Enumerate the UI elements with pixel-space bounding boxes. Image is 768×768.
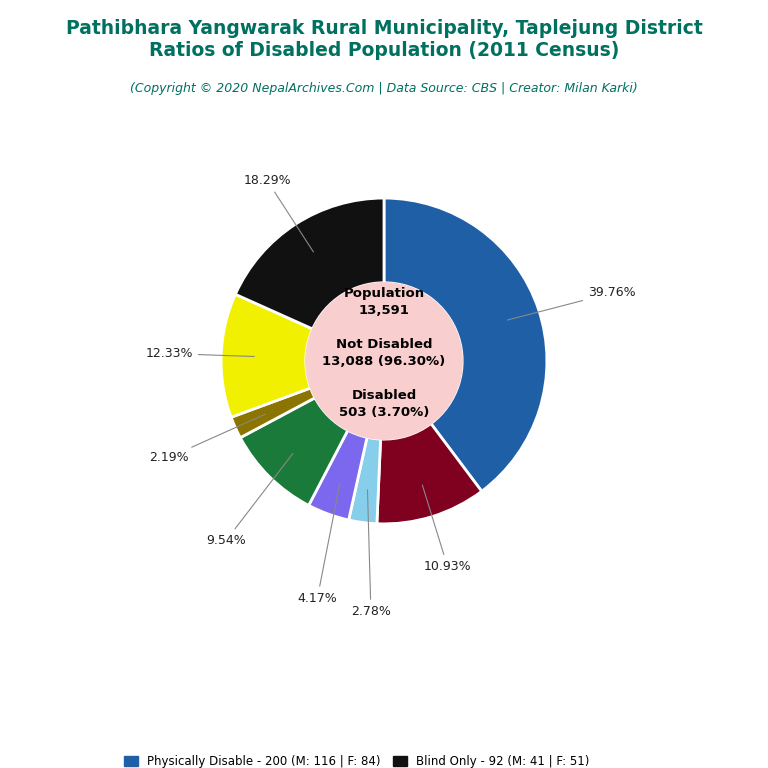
Text: Population
13,591

Not Disabled
13,088 (96.30%)

Disabled
503 (3.70%): Population 13,591 Not Disabled 13,088 (9… bbox=[323, 286, 445, 419]
Text: 12.33%: 12.33% bbox=[145, 347, 254, 360]
Text: 4.17%: 4.17% bbox=[297, 483, 340, 604]
Text: Pathibhara Yangwarak Rural Municipality, Taplejung District
Ratios of Disabled P: Pathibhara Yangwarak Rural Municipality,… bbox=[65, 19, 703, 60]
Text: 2.78%: 2.78% bbox=[351, 490, 391, 617]
Wedge shape bbox=[377, 423, 482, 524]
Text: 18.29%: 18.29% bbox=[243, 174, 313, 252]
Wedge shape bbox=[309, 430, 367, 520]
Wedge shape bbox=[231, 388, 315, 438]
Wedge shape bbox=[240, 398, 348, 505]
Text: 10.93%: 10.93% bbox=[422, 485, 472, 573]
Wedge shape bbox=[349, 437, 381, 524]
Wedge shape bbox=[384, 198, 547, 492]
Wedge shape bbox=[221, 294, 313, 417]
Text: 2.19%: 2.19% bbox=[149, 414, 266, 464]
Text: 9.54%: 9.54% bbox=[207, 453, 293, 547]
Text: (Copyright © 2020 NepalArchives.Com | Data Source: CBS | Creator: Milan Karki): (Copyright © 2020 NepalArchives.Com | Da… bbox=[130, 82, 638, 95]
Legend: Physically Disable - 200 (M: 116 | F: 84), Deaf Only - 62 (M: 33 | F: 29), Speec: Physically Disable - 200 (M: 116 | F: 84… bbox=[120, 751, 648, 768]
Text: 39.76%: 39.76% bbox=[507, 286, 636, 320]
Circle shape bbox=[306, 283, 462, 439]
Wedge shape bbox=[235, 198, 384, 329]
